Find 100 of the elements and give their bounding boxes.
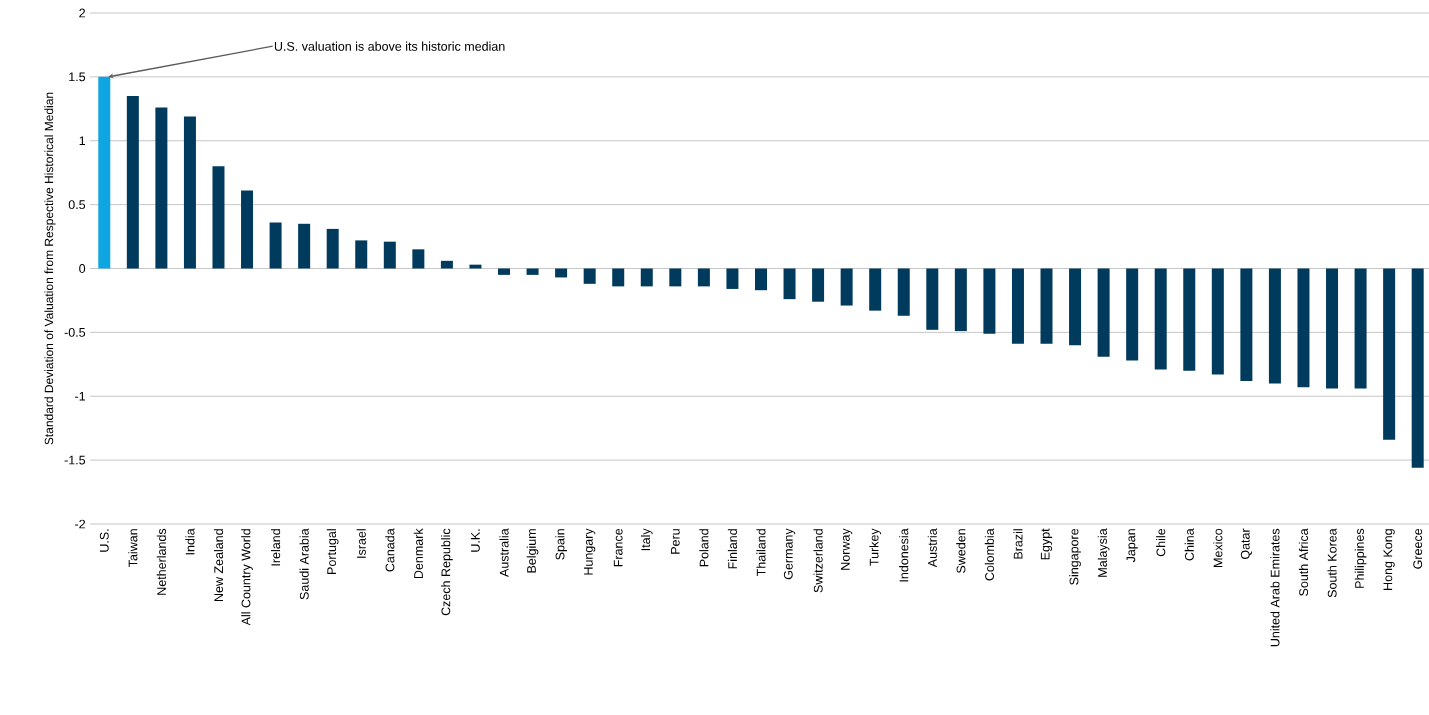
- x-tick-label: Czech Republic: [441, 528, 453, 616]
- x-tick-label: Spain: [555, 529, 567, 560]
- x-tick-label: Peru: [670, 529, 680, 554]
- x-tick-label: United Arab Emirates: [1270, 528, 1280, 647]
- bar: [812, 268, 825, 302]
- x-tick-label: U.K.: [471, 529, 480, 552]
- bar: [183, 116, 196, 269]
- x-tick-label: Hungary: [584, 528, 596, 575]
- bar: [498, 268, 511, 275]
- bar: [1297, 268, 1310, 388]
- y-tick-label: -2: [75, 519, 86, 529]
- x-tick-label: Switzerland: [813, 529, 823, 593]
- x-tick-label: South Korea: [1327, 528, 1337, 598]
- bar: [241, 190, 254, 269]
- y-tick-label: 0.5: [68, 200, 86, 210]
- bar: [1183, 268, 1196, 371]
- bar: [1383, 268, 1396, 440]
- annotation: U.S. valuation is above its historic median: [274, 41, 505, 51]
- x-tick-label: South Africa: [1298, 528, 1309, 596]
- x-tick-label: Belgium: [526, 529, 539, 573]
- x-tick-label: Indonesia: [899, 528, 909, 582]
- bar: [612, 268, 625, 287]
- bar: [983, 268, 996, 334]
- bar: [640, 268, 653, 287]
- bar: [1326, 268, 1339, 389]
- x-tick-label: All Country World: [241, 529, 253, 626]
- y-tick-label: -1.5: [64, 455, 86, 465]
- bar: [155, 107, 168, 269]
- bar: [754, 268, 767, 291]
- y-tick-label: -1: [75, 391, 86, 401]
- x-tick-label: Israel: [356, 529, 366, 558]
- bar: [555, 268, 568, 278]
- x-tick-label: Malaysia: [1097, 528, 1110, 577]
- bar: [355, 240, 368, 269]
- bar: [1211, 268, 1224, 375]
- x-tick-label: Mexico: [1213, 528, 1223, 567]
- bar: [1411, 268, 1424, 468]
- x-tick-label: Portugal: [326, 529, 339, 574]
- y-tick-label: 2: [79, 8, 86, 18]
- bar: [926, 268, 939, 330]
- y-tick-label: 1: [79, 136, 86, 146]
- x-tick-label: Denmark: [413, 528, 423, 579]
- x-tick-label: New Zealand: [213, 529, 224, 601]
- x-tick-label: Turkey: [869, 528, 882, 566]
- bar: [697, 268, 710, 287]
- bar: [954, 268, 967, 332]
- x-tick-label: China: [1184, 528, 1194, 561]
- x-tick-label: Canada: [385, 528, 395, 572]
- x-tick-label: Germany: [783, 528, 796, 580]
- bar: [1354, 268, 1367, 389]
- bar: [1154, 268, 1167, 370]
- x-tick-label: Egypt: [1040, 528, 1053, 560]
- bar: [1097, 268, 1110, 357]
- bar: [869, 268, 882, 311]
- bar: [1069, 268, 1082, 346]
- x-tick-label: Japan: [1126, 529, 1138, 563]
- bar: [383, 241, 396, 269]
- bar: [583, 268, 596, 284]
- bar: [1126, 268, 1139, 361]
- bar: [1268, 268, 1281, 384]
- x-tick-label: Austria: [927, 528, 937, 568]
- x-tick-label: Norway: [841, 528, 853, 570]
- x-tick-label: Chile: [1156, 528, 1166, 557]
- bar: [526, 268, 539, 275]
- x-tick-label: U.S.: [99, 529, 109, 552]
- x-tick-label: Italy: [640, 528, 653, 551]
- y-tick-label: -0.5: [64, 327, 86, 337]
- x-tick-label: Australia: [499, 528, 509, 577]
- x-tick-label: Ireland: [271, 529, 281, 566]
- bar: [1240, 268, 1253, 381]
- x-tick-label: Qatar: [1240, 528, 1252, 560]
- x-tick-label: Hong Kong: [1383, 529, 1395, 590]
- bar: [897, 268, 910, 316]
- x-tick-label: India: [185, 528, 195, 555]
- bar: [326, 228, 339, 269]
- x-tick-label: France: [613, 528, 623, 567]
- bar: [1011, 268, 1024, 344]
- bar: [98, 76, 111, 269]
- bar: [669, 268, 682, 287]
- x-tick-label: Saudi Arabia: [299, 528, 309, 600]
- bar: [440, 260, 453, 269]
- x-tick-label: Taiwan: [128, 529, 138, 567]
- x-tick-label: Philippines: [1354, 528, 1367, 588]
- x-tick-label: Finland: [727, 529, 738, 569]
- x-tick-label: Thailand: [756, 529, 766, 577]
- x-tick-label: Brazil: [1013, 529, 1023, 559]
- bar: [126, 96, 139, 269]
- x-tick-label: Netherlands: [156, 528, 166, 595]
- x-tick-label: Poland: [699, 529, 709, 567]
- x-tick-label: Singapore: [1069, 528, 1081, 585]
- bar: [783, 268, 796, 300]
- bar: [269, 222, 282, 269]
- bar: [298, 223, 311, 269]
- bar: [412, 249, 425, 269]
- x-tick-label: Sweden: [956, 529, 966, 573]
- bar: [212, 166, 225, 269]
- bar: [840, 268, 853, 306]
- bar: [726, 268, 739, 289]
- y-tick-label: 0: [79, 264, 86, 273]
- y-axis-title: Standard Deviation of Valuation from Respective Historical Median: [44, 92, 56, 445]
